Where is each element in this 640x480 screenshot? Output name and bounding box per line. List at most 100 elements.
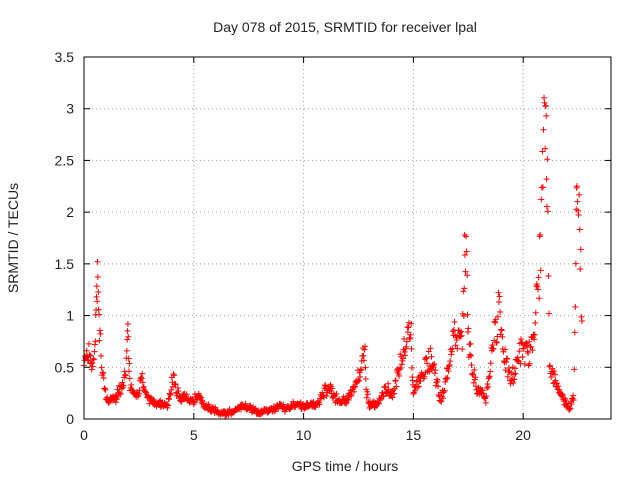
data-point	[494, 313, 501, 320]
data-point	[117, 391, 124, 398]
data-point	[361, 346, 368, 353]
data-point	[126, 368, 133, 375]
data-point	[140, 383, 147, 390]
data-point	[487, 368, 494, 375]
y-axis-label: SRMTID / TECUs	[5, 183, 21, 293]
data-point	[497, 308, 504, 315]
y-tick-label: 0.5	[55, 359, 75, 375]
data-point	[94, 274, 101, 281]
data-point	[397, 365, 404, 372]
data-point	[555, 383, 562, 390]
data-point	[139, 370, 146, 377]
data-point	[435, 383, 442, 390]
data-point	[351, 388, 358, 395]
data-point	[487, 360, 494, 367]
data-point	[94, 258, 101, 265]
data-point	[511, 376, 518, 383]
data-point	[505, 365, 512, 372]
data-point	[124, 327, 131, 334]
data-point	[163, 401, 170, 408]
data-point	[469, 370, 476, 377]
data-point	[385, 380, 392, 387]
data-point	[544, 208, 551, 215]
data-point	[464, 311, 471, 318]
data-point	[472, 374, 479, 381]
data-point	[321, 382, 328, 389]
data-point	[541, 94, 548, 101]
data-point	[454, 345, 461, 352]
data-point	[427, 345, 434, 352]
data-point	[397, 351, 404, 358]
data-point	[134, 393, 141, 400]
data-point	[128, 381, 135, 388]
data-point	[490, 345, 497, 352]
data-point	[574, 198, 581, 205]
data-point	[573, 183, 580, 190]
data-point	[434, 378, 441, 385]
data-point	[570, 392, 577, 399]
data-point	[575, 211, 582, 218]
data-point	[183, 391, 190, 398]
data-point	[515, 357, 522, 364]
data-point	[524, 342, 531, 349]
data-point	[578, 313, 585, 320]
data-point	[375, 400, 382, 407]
data-point	[415, 383, 422, 390]
data-point	[396, 372, 403, 379]
data-point	[451, 318, 458, 325]
data-point	[126, 360, 133, 367]
data-point	[423, 355, 430, 362]
data-point	[357, 373, 364, 380]
data-point	[102, 386, 109, 393]
data-point	[534, 286, 541, 293]
data-point	[167, 390, 174, 397]
data-point	[437, 397, 444, 404]
data-point	[135, 392, 142, 399]
data-point	[176, 393, 183, 400]
data-point	[543, 176, 550, 183]
data-point	[572, 303, 579, 310]
data-point	[431, 370, 438, 377]
data-point	[413, 378, 420, 385]
data-point	[128, 386, 135, 393]
data-point	[380, 393, 387, 400]
data-point	[408, 345, 415, 352]
data-point	[89, 360, 96, 367]
data-point	[537, 231, 544, 238]
data-point	[408, 364, 415, 371]
data-point	[405, 324, 412, 331]
data-point	[391, 390, 398, 397]
data-point	[571, 329, 578, 336]
data-point	[398, 361, 405, 368]
data-point	[542, 103, 549, 110]
data-point	[362, 364, 369, 371]
data-point	[424, 360, 431, 367]
data-point	[423, 354, 430, 361]
data-point	[323, 392, 330, 399]
data-point	[85, 340, 92, 347]
data-markers	[81, 94, 585, 419]
data-point	[543, 203, 550, 210]
data-point	[122, 371, 129, 378]
data-point	[464, 272, 471, 279]
data-point	[414, 384, 421, 391]
x-axis-label: GPS time / hours	[292, 458, 399, 474]
data-point	[471, 366, 478, 373]
data-point	[507, 380, 514, 387]
data-point	[197, 394, 204, 401]
data-point	[537, 267, 544, 274]
data-point	[167, 391, 174, 398]
data-point	[392, 377, 399, 384]
data-point	[348, 393, 355, 400]
data-point	[492, 319, 499, 326]
data-point	[138, 374, 145, 381]
data-point	[364, 391, 371, 398]
data-point	[393, 383, 400, 390]
data-point	[463, 248, 470, 255]
data-point	[536, 233, 543, 240]
data-point	[407, 335, 414, 342]
data-point	[431, 361, 438, 368]
data-point	[554, 380, 561, 387]
data-point	[443, 376, 450, 383]
data-point	[543, 112, 550, 119]
